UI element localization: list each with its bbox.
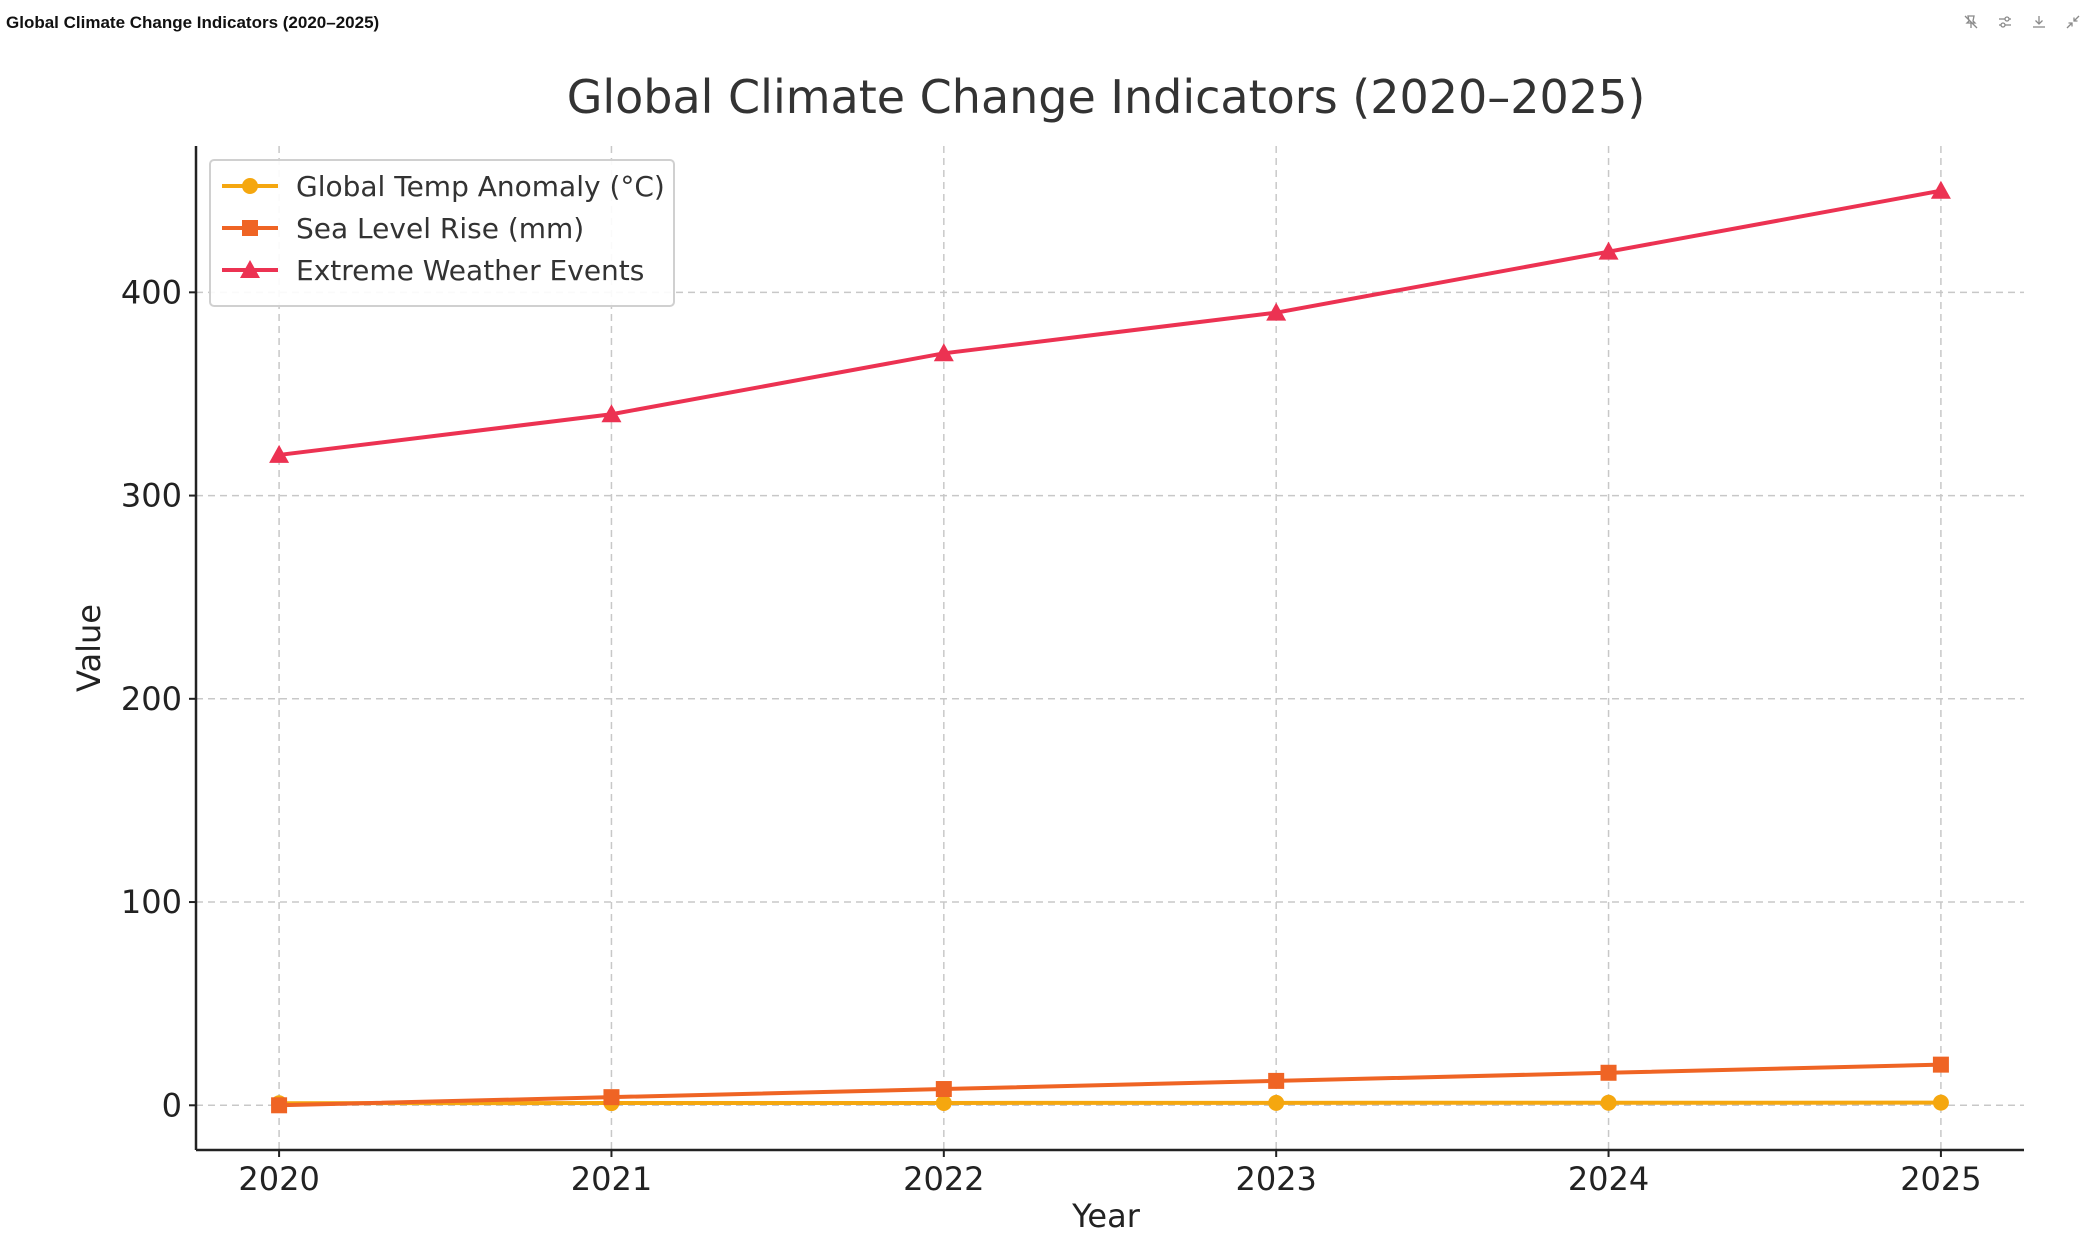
series-0 — [271, 1094, 1949, 1112]
y-tick-label: 200 — [121, 680, 182, 718]
legend: Global Temp Anomaly (°C) Sea Level Rise (… — [209, 159, 675, 307]
data-point — [1600, 1094, 1617, 1111]
y-tick-label: 0 — [162, 1086, 182, 1124]
legend-marker — [242, 178, 258, 194]
x-tick-label: 2025 — [1900, 1160, 1981, 1198]
data-point — [1268, 1094, 1285, 1111]
grid-layer — [196, 146, 2024, 1150]
sliders-icon[interactable] — [1995, 12, 2015, 32]
data-point — [1266, 302, 1287, 321]
y-tick-label: 400 — [121, 273, 182, 311]
pin-off-icon[interactable] — [1961, 12, 1981, 32]
chart-title: Global Climate Change Indicators (2020–2… — [567, 70, 1646, 124]
chart-toolbar — [1961, 12, 2083, 32]
data-point — [603, 1089, 620, 1106]
data-point — [1600, 1064, 1617, 1081]
y-tick-label: 300 — [121, 477, 182, 515]
series-layer — [269, 180, 1951, 1114]
data-point — [271, 1097, 288, 1114]
series-2 — [269, 180, 1951, 463]
data-point — [1598, 241, 1619, 260]
legend-item: Sea Level Rise (mm) — [222, 212, 584, 245]
legend-marker — [240, 260, 260, 278]
data-point — [269, 444, 290, 463]
legend-item: Global Temp Anomaly (°C) — [222, 170, 665, 203]
y-tick-label: 100 — [121, 883, 182, 921]
x-tick-label: 2021 — [571, 1160, 652, 1198]
legend-marker — [242, 220, 258, 236]
x-tick-label: 2024 — [1568, 1160, 1649, 1198]
x-axis-label: Year — [1071, 1197, 1141, 1235]
legend-box — [209, 159, 675, 307]
x-tick-label: 2023 — [1235, 1160, 1316, 1198]
collapse-icon[interactable] — [2063, 12, 2083, 32]
x-tick-label: 2022 — [903, 1160, 984, 1198]
data-point — [1932, 1094, 1949, 1111]
data-point — [601, 404, 622, 423]
series-line — [278, 188, 1942, 457]
series-1 — [271, 1056, 1949, 1114]
series-line — [279, 1062, 1941, 1108]
line-chart: 2020 2021 2022 2023 2024 2025 0 100 200 300 400 Gl… — [70, 70, 2024, 1235]
window-title: Global Climate Change Indicators (2020–2… — [6, 13, 380, 32]
data-point — [1932, 1056, 1949, 1073]
legend-label: Sea Level Rise (mm) — [296, 212, 584, 245]
window-titlebar: Global Climate Change Indicators (2020–2… — [0, 0, 2093, 46]
chart-container: 2020 2021 2022 2023 2024 2025 0 100 200 300 400 Gl… — [0, 46, 2093, 1240]
download-icon[interactable] — [2029, 12, 2049, 32]
data-point — [933, 343, 954, 362]
x-tick-label: 2020 — [238, 1160, 319, 1198]
data-point — [1930, 180, 1951, 199]
legend-item: Extreme Weather Events — [222, 254, 644, 287]
data-point — [1268, 1072, 1285, 1089]
y-axis-label: Value — [70, 604, 108, 692]
axes-layer: 2020 2021 2022 2023 2024 2025 0 100 200 300 400 — [121, 146, 2024, 1198]
data-point — [935, 1081, 952, 1098]
series-line — [279, 1100, 1941, 1106]
legend-label: Extreme Weather Events — [296, 254, 644, 287]
data-point — [935, 1094, 952, 1111]
legend-label: Global Temp Anomaly (°C) — [296, 170, 665, 203]
